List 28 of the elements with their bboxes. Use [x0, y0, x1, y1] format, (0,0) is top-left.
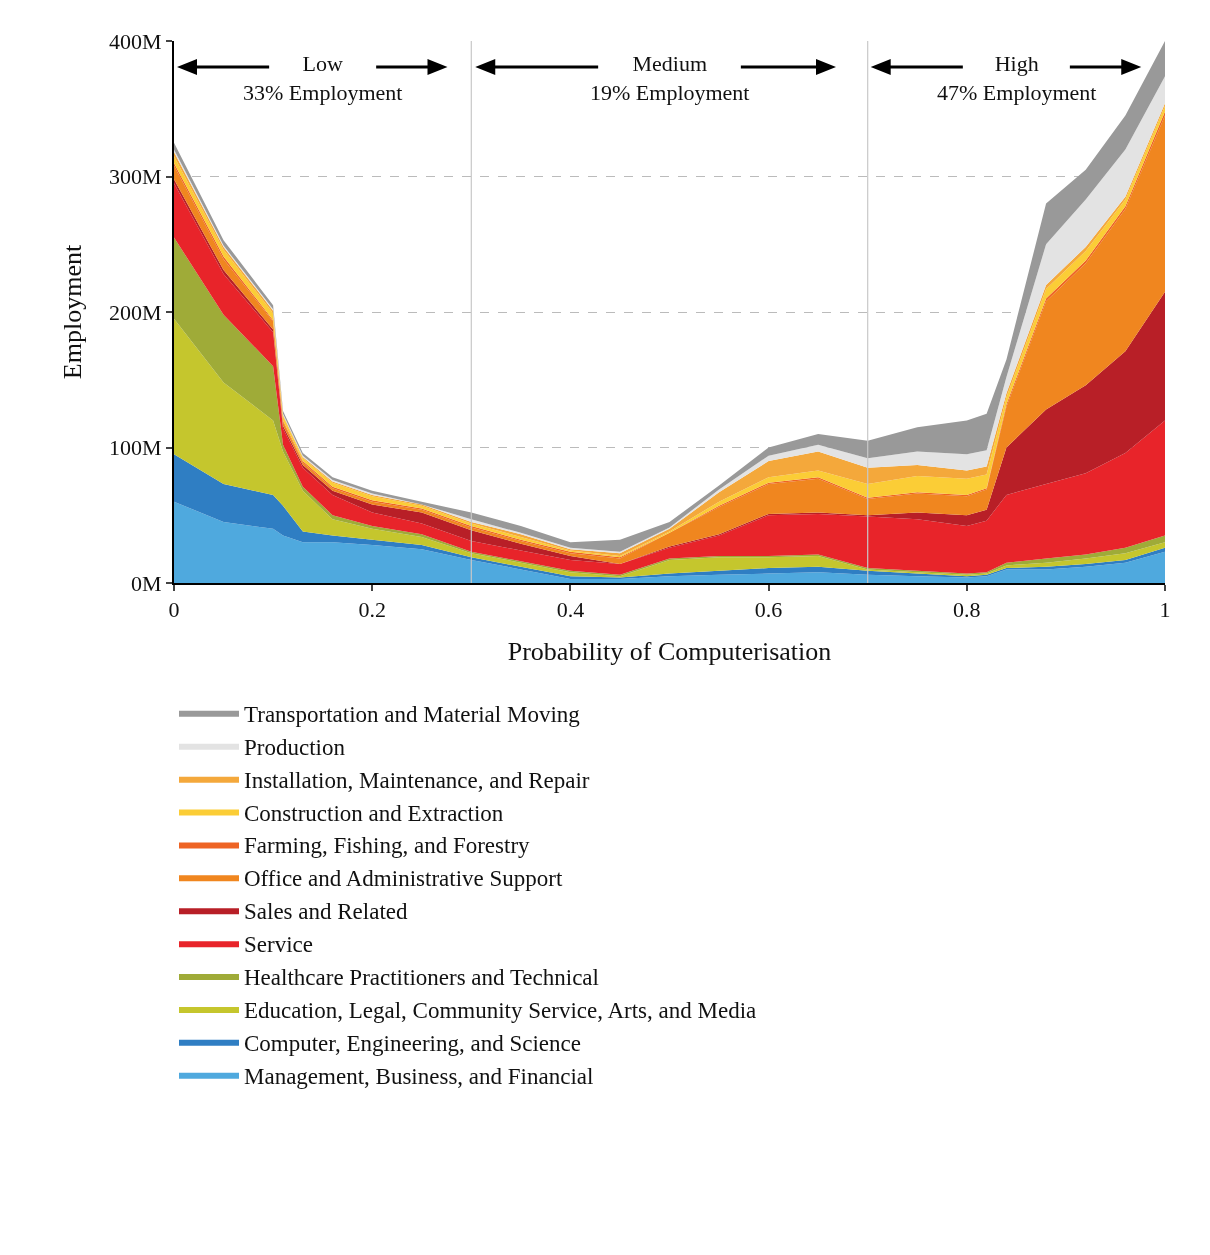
y-tick-label: 400M [109, 28, 162, 54]
x-tick-label: 0.2 [358, 597, 386, 623]
x-axis-title: Probability of Computerisation [507, 636, 832, 666]
legend-label: Farming, Fishing, and Forestry [244, 833, 531, 859]
y-tick-label: 0M [131, 570, 162, 596]
x-tick-label: 0.6 [754, 597, 783, 623]
annotation: High 47% Employment [937, 51, 1097, 105]
legend-label: Production [244, 734, 346, 760]
legend-label: Installation, Maintenance, and Repair [244, 767, 590, 793]
y-tick-label: 100M [109, 435, 162, 461]
x-tick-label: 0.8 [953, 597, 981, 623]
x-tick-label: 0.4 [556, 597, 585, 623]
y-tick-label: 200M [109, 299, 162, 325]
legend-label: Construction and Extraction [244, 800, 504, 826]
legend-label: Education, Legal, Community Service, Arts, and Media [244, 997, 757, 1023]
annotation: Low 33% Employment [243, 51, 403, 105]
x-tick-label: 0 [168, 597, 180, 623]
annotation: Medium 19% Employment [590, 51, 750, 105]
legend-label: Healthcare Practitioners and Technical [244, 965, 599, 991]
legend-label: Office and Administrative Support [244, 866, 563, 892]
legend-label: Sales and Related [244, 899, 408, 925]
y-axis-title: Employment [57, 244, 87, 380]
legend-label: Management, Business, and Financial [244, 1063, 594, 1089]
legend-label: Service [244, 932, 313, 958]
y-tick-label: 300M [109, 164, 162, 190]
legend-label: Computer, Engineering, and Science [244, 1030, 581, 1056]
x-tick-label: 1 [1159, 597, 1171, 623]
legend-label: Transportation and Material Moving [244, 701, 581, 727]
